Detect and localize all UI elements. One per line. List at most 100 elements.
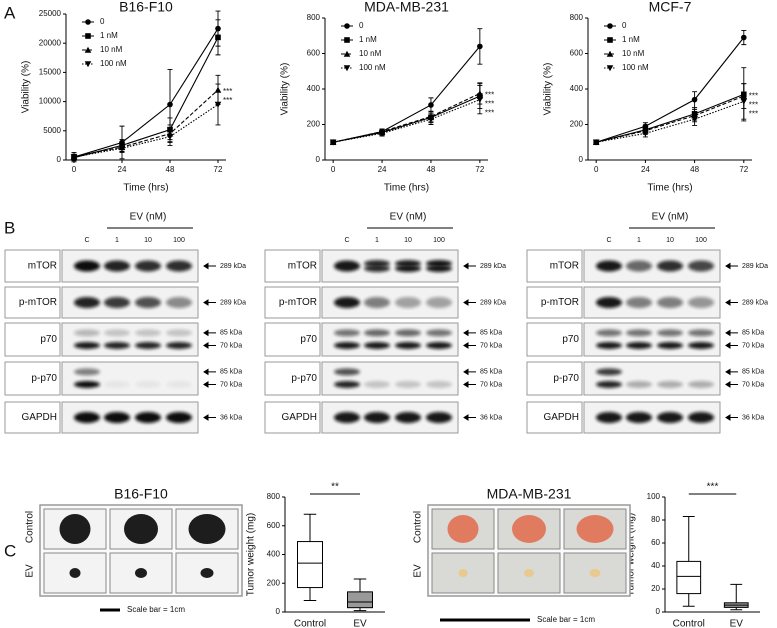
series-line — [596, 37, 745, 143]
marker — [118, 145, 126, 152]
marker — [378, 130, 386, 137]
size-label: 289 kDa — [480, 263, 506, 270]
size-label: 85 kDa — [480, 330, 502, 337]
arrow — [463, 262, 476, 270]
blot-header: EV (nM) — [130, 212, 167, 223]
panel-label: B — [4, 218, 15, 237]
row-label-box — [4, 322, 61, 357]
x-tick-label: Control — [673, 619, 705, 628]
chart-title: B16-F10 — [119, 0, 173, 15]
tumor — [69, 568, 81, 578]
lane-label: C — [344, 237, 349, 244]
band — [688, 380, 714, 388]
row-label: p-p70 — [31, 373, 57, 384]
y-tick-label: 15000 — [39, 68, 62, 77]
marker — [691, 96, 698, 103]
size-label: 289 kDa — [220, 299, 246, 306]
marker — [427, 116, 435, 123]
row-label-box — [264, 249, 321, 283]
legend-marker — [85, 33, 91, 39]
band — [334, 368, 360, 376]
band — [74, 368, 100, 376]
band — [657, 329, 683, 337]
tumor — [135, 568, 147, 578]
annotation: *** — [223, 87, 232, 96]
band — [395, 297, 421, 308]
y-tick-label: 200 — [307, 120, 321, 129]
whisker — [682, 516, 695, 562]
y-tick-label: 400 — [267, 550, 281, 559]
row-label-box — [526, 286, 583, 319]
y-tick-label: 40 — [651, 561, 660, 570]
x-tick-label: 24 — [641, 165, 650, 174]
arrow — [463, 342, 476, 349]
lane-label: 1 — [115, 237, 119, 244]
tumor — [458, 569, 468, 577]
annotation: *** — [223, 96, 232, 105]
marker — [691, 116, 698, 123]
series-line — [333, 46, 481, 143]
marker — [477, 43, 483, 50]
legend-label: 10 nM — [359, 49, 382, 58]
y-tick-label: 20 — [651, 584, 660, 593]
band — [166, 297, 192, 308]
y-tick-label: 600 — [267, 521, 281, 530]
legend-label: 100 nM — [622, 63, 649, 72]
size-label: 36 kDa — [742, 414, 764, 421]
lane-label: C — [84, 237, 89, 244]
band — [166, 260, 192, 272]
band — [426, 297, 452, 308]
band — [596, 412, 622, 423]
lane-label: 1 — [375, 237, 379, 244]
band — [596, 368, 622, 376]
band — [364, 412, 390, 423]
marker — [166, 133, 174, 140]
row-label-box — [4, 249, 61, 283]
arrow — [725, 414, 738, 421]
x-axis-label: Time (hrs) — [123, 183, 168, 194]
y-tick-label: 60 — [651, 538, 660, 547]
lane-label: 10 — [666, 237, 674, 244]
y-tick-label: 400 — [570, 84, 584, 93]
band — [104, 297, 130, 308]
band — [626, 329, 652, 337]
y-axis-label: Tumor weight (mg) — [626, 513, 637, 597]
x-tick-label: 0 — [594, 165, 599, 174]
annotation: *** — [485, 100, 494, 109]
panel-label: A — [4, 3, 16, 22]
band — [426, 329, 452, 337]
arrow — [725, 368, 738, 376]
annotation: *** — [749, 109, 758, 118]
whisker — [682, 593, 695, 607]
band — [657, 341, 683, 349]
legend-marker — [344, 37, 350, 43]
arrow — [463, 299, 476, 306]
y-tick-label: 800 — [267, 492, 281, 501]
band — [334, 329, 360, 337]
y-tick-label: 800 — [570, 13, 584, 22]
x-tick-label: 48 — [690, 165, 699, 174]
y-tick-label: 0 — [57, 155, 62, 164]
band — [626, 260, 652, 272]
legend-marker — [84, 61, 92, 68]
band — [135, 297, 161, 308]
arrow — [203, 329, 216, 337]
row-label-box — [526, 322, 583, 357]
tumor — [589, 569, 601, 577]
row-label-box — [526, 249, 583, 283]
chart-title: MDA-MB-231 — [364, 0, 449, 15]
band — [596, 341, 622, 349]
band — [688, 341, 714, 349]
lane-label: 100 — [695, 237, 707, 244]
x-tick-label: Control — [294, 619, 326, 628]
tumor — [188, 514, 226, 544]
arrow — [725, 342, 738, 349]
legend-marker — [344, 23, 350, 29]
tumor — [524, 569, 534, 577]
row-label: GAPDH — [281, 412, 317, 423]
row-label-box — [264, 322, 321, 357]
legend-label: 1 nM — [359, 35, 377, 44]
legend-label: 100 nM — [100, 59, 127, 68]
band — [395, 380, 421, 388]
band — [688, 412, 714, 423]
